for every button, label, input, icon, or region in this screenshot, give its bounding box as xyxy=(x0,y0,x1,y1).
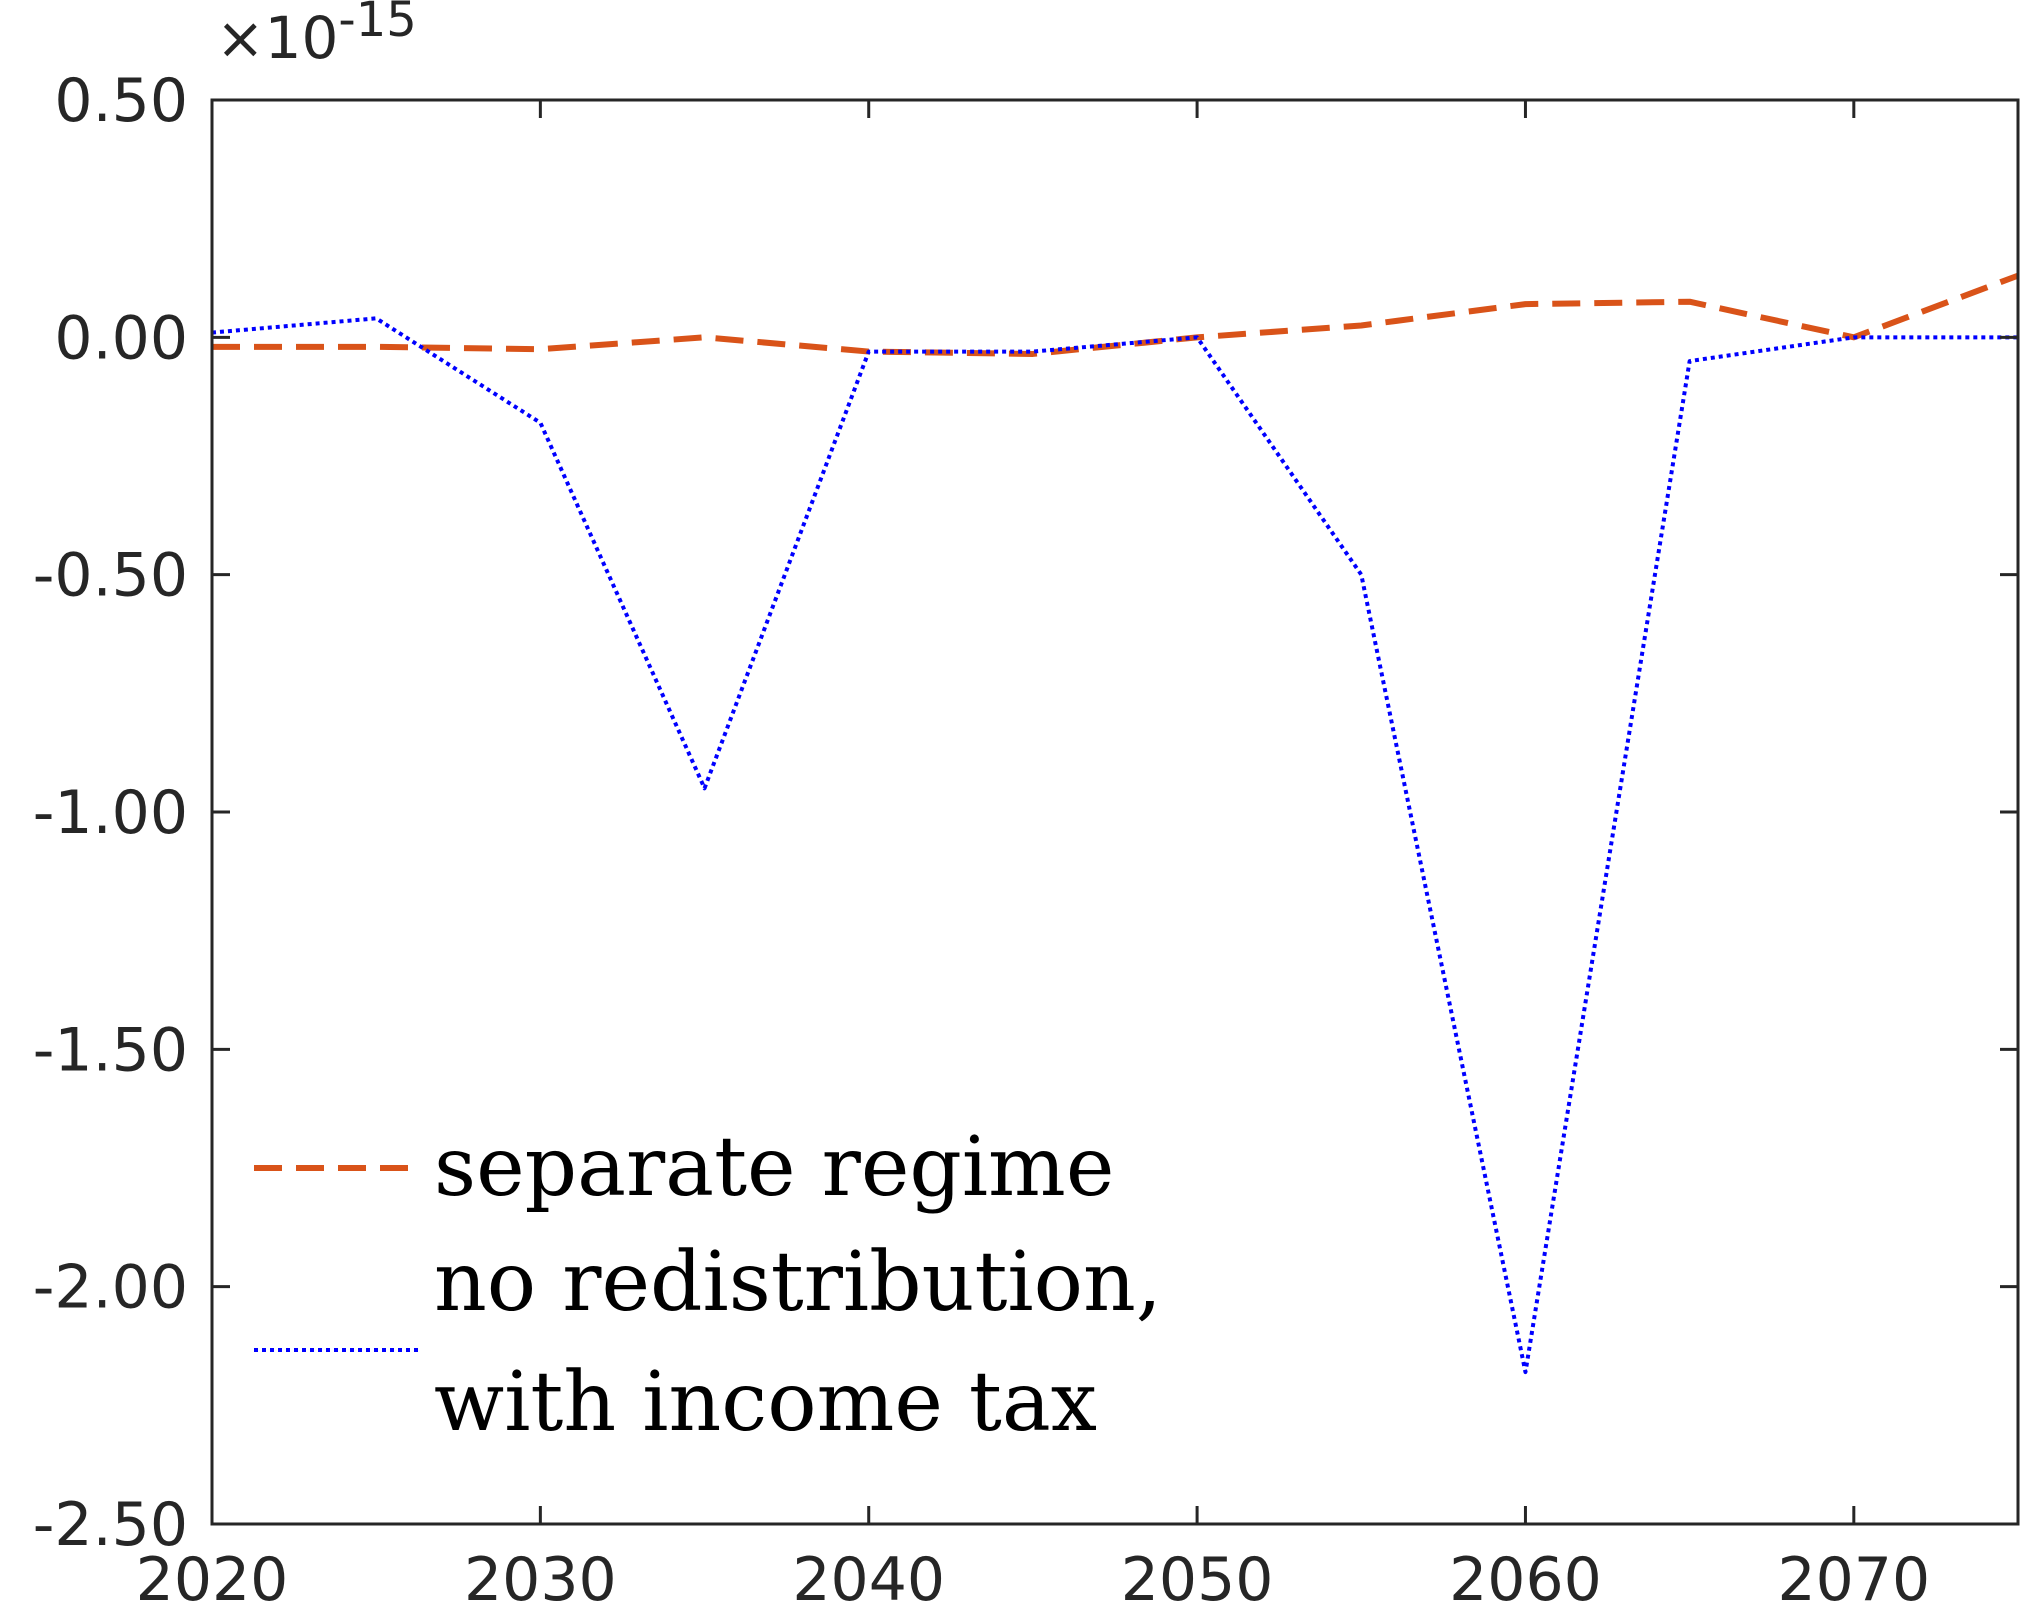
y-tick-label: 0.50 xyxy=(54,66,188,136)
series-layer xyxy=(211,272,2020,1375)
x-tick-label: 2030 xyxy=(464,1545,617,1615)
x-tick-labels: 2020 2030 2040 2050 2060 2070 xyxy=(136,1545,1931,1615)
series-line-separate-regime xyxy=(212,272,2020,357)
axes-box xyxy=(210,98,2020,1526)
series-line-no-redistribution xyxy=(211,316,2018,1375)
y-tick-label: -1.00 xyxy=(33,778,188,848)
legend-label-no-redistribution-line1: no redistribution, xyxy=(434,1235,1162,1330)
y-exponent-power: -15 xyxy=(338,0,416,48)
y-exponent-label: ×10-15 xyxy=(216,0,417,72)
y-tick-labels: 0.50 0.00 -0.50 -1.00 -1.50 -2.00 -2.50 xyxy=(33,66,188,1560)
legend: separate regime no redistribution, with in… xyxy=(254,1120,1162,1450)
y-exponent-base: ×10 xyxy=(216,4,338,72)
x-tick-label: 2070 xyxy=(1777,1545,1930,1615)
y-tick-label: -0.50 xyxy=(33,541,188,611)
x-tick-label: 2020 xyxy=(136,1545,289,1615)
x-tick-label: 2050 xyxy=(1121,1545,1274,1615)
y-tick-label: -2.50 xyxy=(33,1490,188,1560)
y-tick-label: 0.00 xyxy=(54,303,188,373)
y-tick-label: -1.50 xyxy=(33,1015,188,1085)
x-tick-label: 2060 xyxy=(1449,1545,1602,1615)
legend-label-no-redistribution-line2: with income tax xyxy=(434,1355,1097,1450)
y-tick-label: -2.00 xyxy=(33,1253,188,1323)
x-tick-label: 2040 xyxy=(792,1545,945,1615)
legend-label-separate-regime: separate regime xyxy=(434,1120,1114,1215)
